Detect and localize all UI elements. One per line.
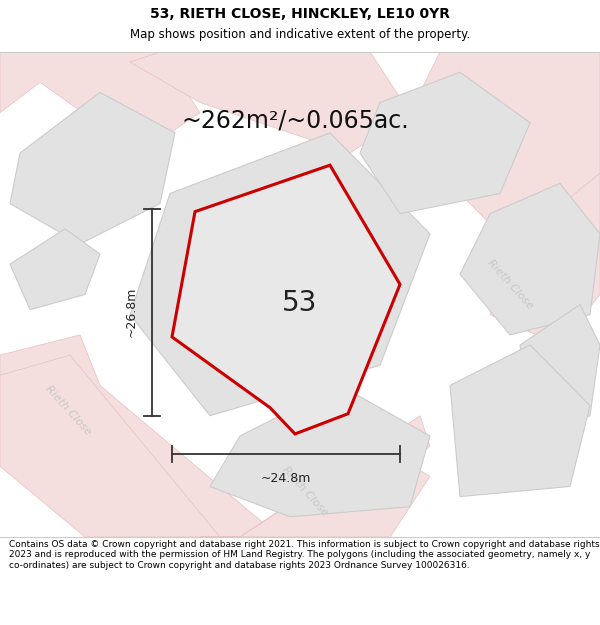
Polygon shape: [360, 72, 530, 214]
Polygon shape: [210, 386, 430, 517]
Text: Rieth Close: Rieth Close: [280, 465, 330, 518]
Text: 53: 53: [283, 289, 317, 317]
Polygon shape: [150, 416, 430, 537]
Polygon shape: [520, 304, 600, 436]
Text: ~24.8m: ~24.8m: [261, 472, 311, 486]
Polygon shape: [130, 133, 430, 416]
Polygon shape: [0, 335, 280, 537]
Text: 53, RIETH CLOSE, HINCKLEY, LE10 0YR: 53, RIETH CLOSE, HINCKLEY, LE10 0YR: [150, 7, 450, 21]
Polygon shape: [410, 52, 600, 254]
Text: ~26.8m: ~26.8m: [125, 287, 138, 338]
Polygon shape: [10, 229, 100, 309]
Polygon shape: [200, 446, 430, 537]
Polygon shape: [172, 165, 400, 434]
Text: Contains OS data © Crown copyright and database right 2021. This information is : Contains OS data © Crown copyright and d…: [9, 540, 599, 570]
Polygon shape: [450, 345, 590, 497]
Polygon shape: [0, 52, 200, 153]
Polygon shape: [460, 183, 600, 335]
Polygon shape: [130, 52, 410, 153]
Text: Map shows position and indicative extent of the property.: Map shows position and indicative extent…: [130, 28, 470, 41]
Polygon shape: [10, 92, 175, 244]
Text: ~262m²/~0.065ac.: ~262m²/~0.065ac.: [181, 109, 409, 132]
Text: Rieth Close: Rieth Close: [43, 384, 93, 438]
Polygon shape: [0, 355, 220, 537]
Text: Rieth Close: Rieth Close: [485, 258, 535, 311]
Polygon shape: [490, 173, 600, 345]
